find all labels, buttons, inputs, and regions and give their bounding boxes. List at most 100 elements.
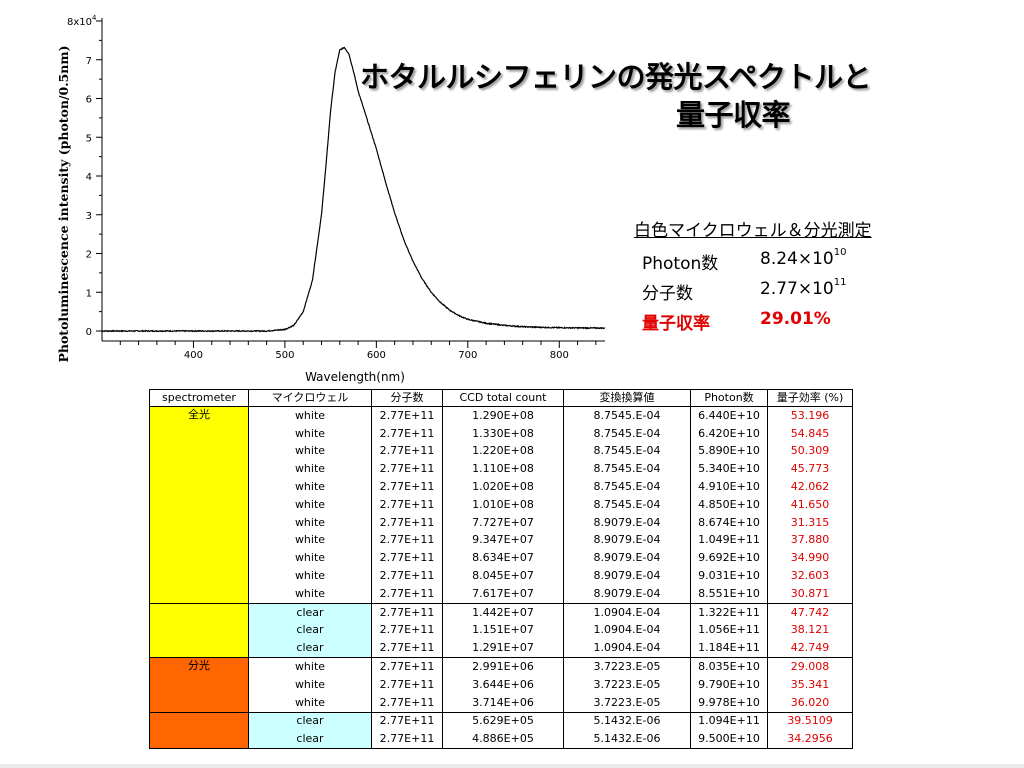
table-cell: 9.347E+07: [442, 531, 564, 550]
table-cell: white: [248, 549, 372, 568]
x-axis-label: Wavelength(nm): [305, 370, 405, 384]
table-cell: 2.991E+06: [442, 657, 564, 676]
table-cell: 2.77E+11: [371, 405, 443, 425]
quantum-yield-cell: 50.309: [767, 442, 853, 461]
table-cell: 4.910E+10: [690, 478, 768, 496]
table-cell: 2.77E+11: [371, 657, 443, 676]
table-row: clear 2.77E+11 4.886E+05 5.1432.E-06 9.500E+…: [150, 730, 853, 750]
table-row: white 2.77E+11 7.617E+07 8.9079.E-04 8.551E+…: [150, 584, 853, 604]
table-header-cell: 分子数: [371, 389, 443, 407]
table-cell: 8.9079.E-04: [563, 549, 691, 568]
y-tick-label: 1: [86, 288, 92, 299]
table-cell: white: [248, 495, 372, 514]
table-cell: 3.714E+06: [442, 693, 564, 713]
table-cell: 2.77E+11: [371, 730, 443, 750]
table-cell: 3.7223.E-05: [563, 657, 691, 676]
table-cell: 8.7545.E-04: [563, 405, 691, 425]
table-cell: 2.77E+11: [371, 442, 443, 461]
table-row: clear 2.77E+11 1.291E+07 1.0904.E-04 1.184E+…: [150, 639, 853, 658]
table-cell: white: [248, 531, 372, 550]
x-tick-label: 500: [275, 350, 294, 361]
table-cell: 8.7545.E-04: [563, 424, 691, 443]
table-cell: 8.9079.E-04: [563, 584, 691, 604]
table-cell: 5.1432.E-06: [563, 730, 691, 750]
table-cell: 7.617E+07: [442, 584, 564, 604]
table-cell: 2.77E+11: [371, 693, 443, 713]
table-row: white 2.77E+11 8.045E+07 8.9079.E-04 9.031E+…: [150, 567, 853, 585]
table-cell: 2.77E+11: [371, 513, 443, 532]
table-row: white 2.77E+11 1.010E+08 8.7545.E-04 4.850E+…: [150, 495, 853, 514]
table-cell: 1.151E+07: [442, 621, 564, 640]
table-cell: clear: [248, 602, 372, 622]
footer-bar: [0, 764, 1024, 768]
table-cell: 9.500E+10: [690, 730, 768, 750]
table-cell: 1.0904.E-04: [563, 639, 691, 658]
table-row: 全光 white 2.77E+11 1.290E+08 8.7545.E-04 6.440…: [149, 405, 853, 604]
table-cell: 9.978E+10: [690, 693, 768, 713]
y-tick-label: 8x10: [67, 17, 92, 28]
x-tick-label: 700: [458, 350, 477, 361]
table-cell: 1.330E+08: [442, 424, 564, 443]
quantum-yield-cell: 34.990: [767, 549, 853, 568]
quantum-yield-cell: 41.650: [767, 495, 853, 514]
x-tick-label: 600: [367, 350, 386, 361]
table-cell: 8.674E+10: [690, 513, 768, 532]
table-row: white 2.77E+11 8.634E+07 8.9079.E-04 9.692E+…: [150, 549, 853, 568]
table-cell: white: [248, 478, 372, 496]
quantum-yield-cell: 38.121: [767, 621, 853, 640]
quantum-yield-label: 量子収率: [642, 314, 710, 334]
table-cell: 8.7545.E-04: [563, 460, 691, 479]
spectrometer-group-cell: [149, 602, 249, 659]
table-cell: 1.442E+07: [442, 602, 564, 622]
table-cell: white: [248, 657, 372, 676]
table-cell: 8.7545.E-04: [563, 442, 691, 461]
y-tick-label: 5: [86, 133, 92, 144]
quantum-yield-cell: 30.871: [767, 584, 853, 604]
table-cell: 8.9079.E-04: [563, 531, 691, 550]
spectrum-line: [101, 46, 606, 333]
table-cell: 6.420E+10: [690, 424, 768, 443]
table-cell: clear: [248, 621, 372, 640]
table-cell: white: [248, 405, 372, 425]
quantum-yield-cell: 39.5109: [767, 711, 853, 731]
table-cell: 6.440E+10: [690, 405, 768, 425]
table-cell: 2.77E+11: [371, 584, 443, 604]
quantum-yield-cell: 45.773: [767, 460, 853, 479]
table-cell: white: [248, 424, 372, 443]
table-cell: 8.045E+07: [442, 567, 564, 585]
table-header-cell: マイクロウェル: [248, 389, 372, 407]
table-cell: 5.629E+05: [442, 711, 564, 731]
table-cell: white: [248, 513, 372, 532]
table-cell: 9.031E+10: [690, 567, 768, 585]
table-cell: 2.77E+11: [371, 711, 443, 731]
table-cell: 5.340E+10: [690, 460, 768, 479]
x-tick-label: 400: [184, 350, 203, 361]
table-cell: 1.049E+11: [690, 531, 768, 550]
spectrometer-group-cell: 全光: [149, 406, 249, 604]
y-tick-label: 0: [86, 327, 92, 338]
photon-count-row: Photon数 8.24×1010: [634, 247, 872, 279]
spectrometer-group-cell: 分光: [149, 657, 249, 713]
table-cell: 1.220E+08: [442, 442, 564, 461]
table-row: 分光 white 2.77E+11 2.991E+06 3.7223.E-05 8.035…: [149, 657, 853, 713]
table-cell: 5.1432.E-06: [563, 711, 691, 731]
measurement-summary: 白色マイクロウェル＆分光測定 Photon数 8.24×1010 分子数 2.7…: [634, 216, 872, 339]
table-cell: white: [248, 675, 372, 694]
table-cell: 2.77E+11: [371, 621, 443, 640]
quantum-yield-cell: 36.020: [767, 693, 853, 713]
quantum-yield-cell: 34.2956: [767, 730, 853, 750]
table-cell: 2.77E+11: [371, 478, 443, 496]
quantum-yield-cell: 35.341: [767, 675, 853, 694]
table-cell: 1.110E+08: [442, 460, 564, 479]
table-cell: 8.9079.E-04: [563, 567, 691, 585]
molecule-count-value: 2.77×1011: [760, 277, 847, 299]
y-tick-exponent: 4: [92, 14, 97, 22]
table-cell: 3.7223.E-05: [563, 675, 691, 694]
quantum-yield-cell: 37.880: [767, 531, 853, 550]
table-row: clear 2.77E+11 1.442E+07 1.0904.E-04 1.322E+…: [149, 602, 853, 659]
x-tick-label: 800: [550, 350, 569, 361]
table-row: white 2.77E+11 1.220E+08 8.7545.E-04 5.890E+…: [150, 442, 853, 461]
table-cell: 1.322E+11: [690, 602, 768, 622]
